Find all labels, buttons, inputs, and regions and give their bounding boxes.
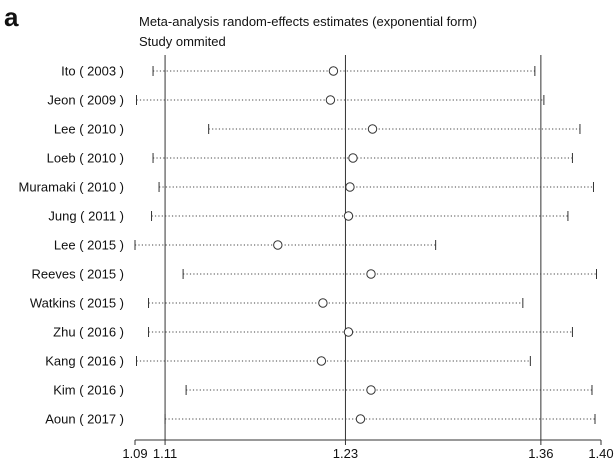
panel-letter: a [4,2,19,32]
point-estimate [343,327,354,337]
study-label: Kang ( 2016 ) [45,354,124,369]
point-estimate [316,356,327,366]
chart-title: Meta-analysis random-effects estimates (… [139,14,477,29]
study-label: Loeb ( 2010 ) [47,151,124,166]
point-estimate [325,95,336,105]
x-tick-label: 1.09 [122,446,147,461]
study-label: Reeves ( 2015 ) [32,267,125,282]
chart-subtitle: Study ommited [139,34,226,49]
point-estimate [348,153,358,163]
study-label: Jung ( 2011 ) [48,209,124,224]
point-estimate [366,269,376,279]
point-estimate [273,240,283,250]
study-label: Muramaki ( 2010 ) [19,180,124,195]
x-tick-label: 1.36 [528,446,553,461]
point-estimate [328,66,339,76]
x-tick-label: 1.11 [153,446,177,461]
point-estimate [366,385,376,395]
point-estimate [343,211,354,221]
study-label: Ito ( 2003 ) [61,64,124,79]
point-estimate [355,414,366,424]
point-estimate [345,182,355,192]
study-label: Lee ( 2015 ) [54,238,124,253]
study-label: Jeon ( 2009 ) [47,93,124,108]
study-label: Kim ( 2016 ) [53,383,124,398]
study-label: Aoun ( 2017 ) [45,412,124,427]
point-estimate [318,298,328,308]
point-estimate [367,124,378,134]
study-label: Lee ( 2010 ) [54,122,124,137]
x-tick-label: 1.40 [588,446,613,461]
x-tick-label: 1.23 [333,446,358,461]
study-label: Zhu ( 2016 ) [53,325,124,340]
study-label: Watkins ( 2015 ) [30,296,124,311]
